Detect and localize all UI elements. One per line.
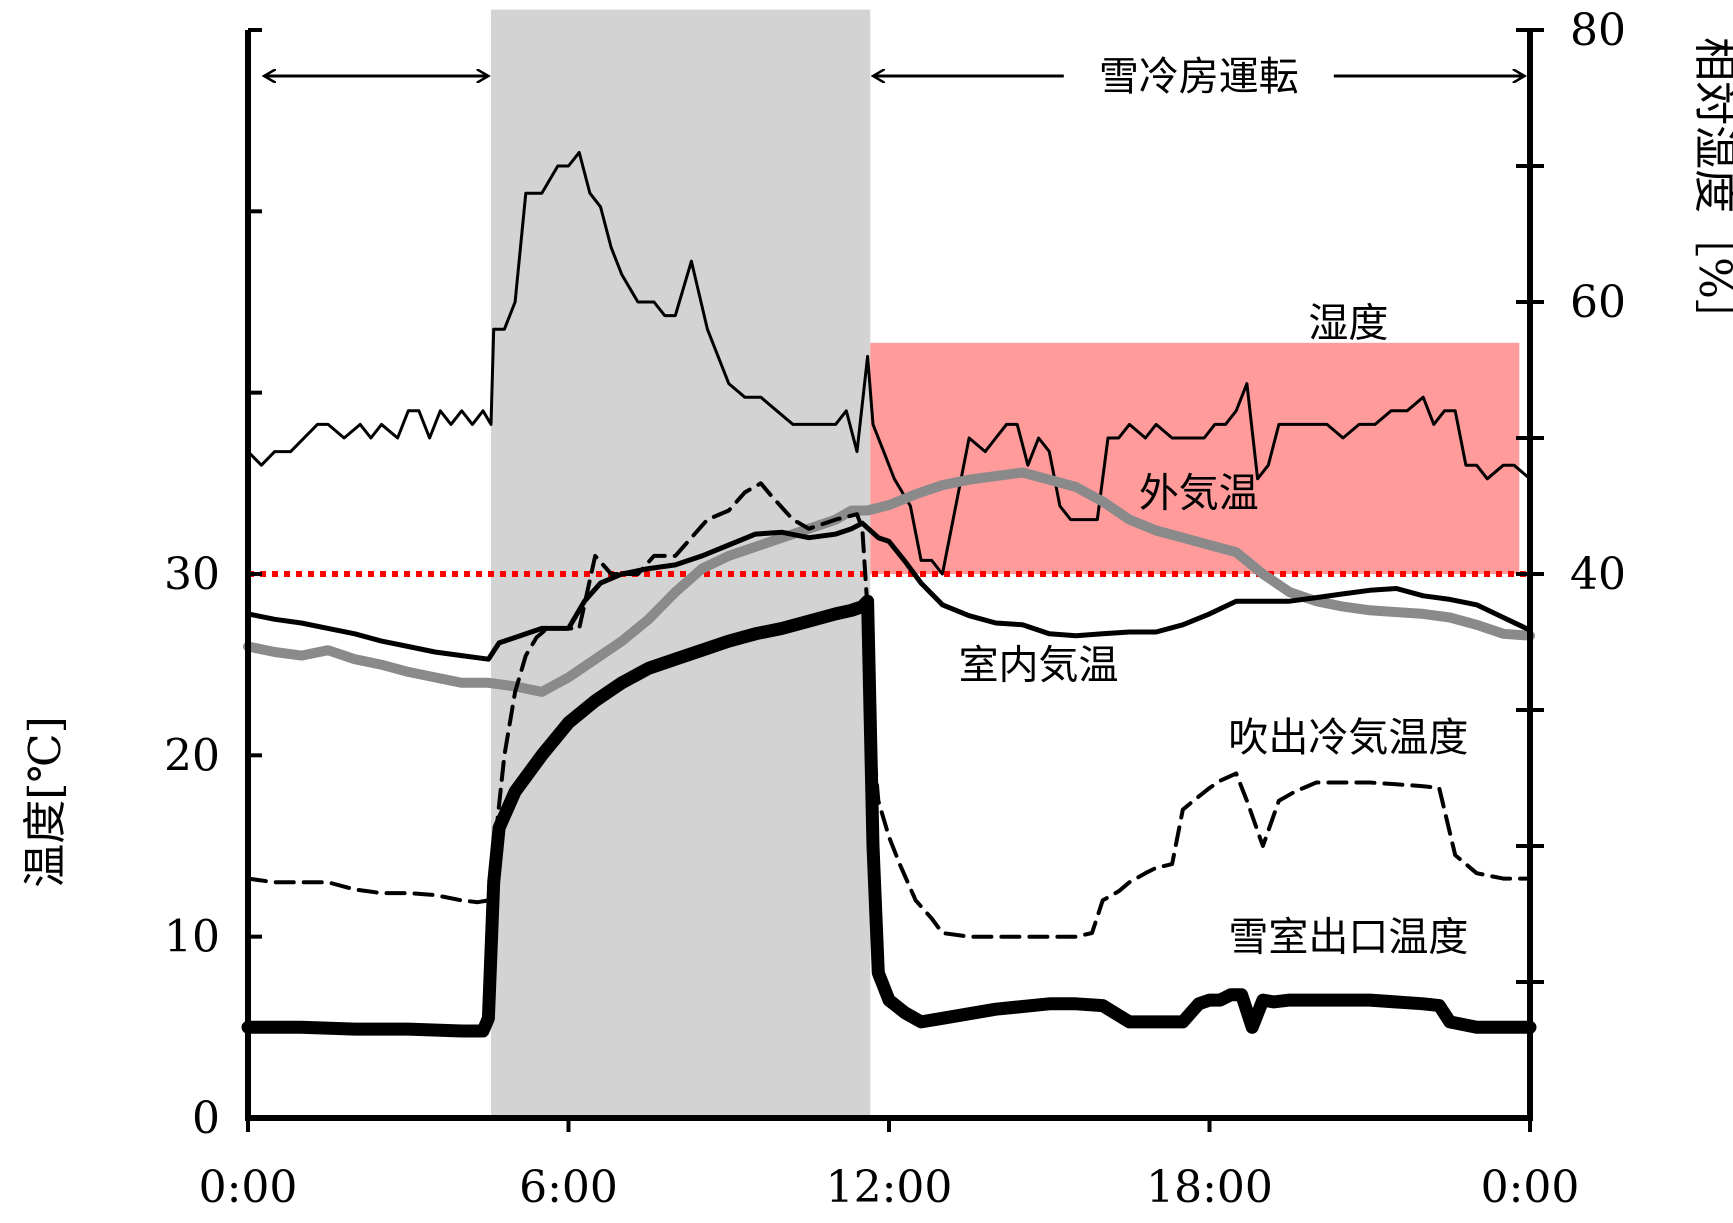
span-arrows-layer: 雪冷房運転 [264,54,1525,100]
x-tick-label-2: 12:00 [826,1162,953,1213]
x-tick-label-3: 18:00 [1146,1162,1273,1213]
span-label-1: 雪冷房運転 [1099,54,1299,100]
series-line-0 [246,150,1532,576]
shaded-region-1 [870,342,1520,574]
y-right-tick-label-1: 60 [1570,277,1626,328]
y-left-tick-label-3: 30 [164,549,220,600]
annotation-label-2: 室内気温 [959,643,1119,689]
y-right-axis-title: 相対湿度［%］ [1689,37,1733,343]
annotation-label-3: 吹出冷気温度 [1228,715,1468,761]
y-left-tick-label-0: 0 [192,1093,220,1144]
annotation-label-0: 湿度 [1308,300,1388,346]
y-left-axis-title: 温度[℃] [20,716,71,888]
series-line-4 [241,594,1537,1038]
shaded-regions [491,9,1520,1119]
y-right-tick-label-2: 80 [1570,5,1626,56]
x-tick-label-1: 6:00 [519,1162,618,1213]
ticks-layer: 0:00 6:00 12:00 18:00 0:00 0 10 20 30 40 60 80 [164,5,1626,1213]
x-tick-label-4: 0:00 [1481,1162,1580,1213]
annotation-label-1: 外気温 [1139,470,1259,516]
series-layer [241,150,1537,1038]
y-right-tick-label-0: 40 [1570,549,1626,600]
y-left-tick-label-2: 20 [164,730,220,781]
annotation-label-4: 雪室出口温度 [1228,915,1468,961]
x-tick-label-0: 0:00 [199,1162,298,1213]
y-left-tick-label-1: 10 [164,912,220,963]
series-line-2 [245,520,1533,662]
